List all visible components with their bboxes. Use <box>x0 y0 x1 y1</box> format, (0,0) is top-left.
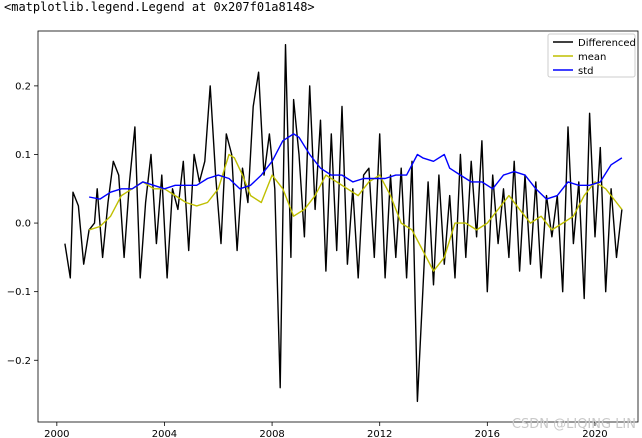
legend-box <box>547 33 636 78</box>
x-tick-label: 2012 <box>367 429 392 438</box>
legend: Differenced mean std <box>547 33 636 78</box>
series-line-std <box>88 133 623 200</box>
x-axis: 2000 2004 2008 2012 2016 2020 <box>44 422 608 438</box>
output-repr-text: <matplotlib.legend.Legend at 0x207f01a81… <box>4 0 315 14</box>
x-tick-label: 2004 <box>152 429 177 438</box>
y-tick-label: 0.2 <box>15 81 31 92</box>
y-tick-label: −0.1 <box>7 287 31 298</box>
series-layer <box>64 44 623 403</box>
y-tick-label: 0.0 <box>15 219 31 230</box>
plot-area-frame <box>37 30 639 423</box>
series-line-mean <box>88 153 623 272</box>
y-tick-label: −0.2 <box>7 356 31 367</box>
x-tick-label: 2020 <box>582 429 607 438</box>
y-tick-label: 0.1 <box>15 150 31 161</box>
watermark-text: CSDN @LIQING LIN <box>511 417 636 432</box>
legend-label-std: std <box>578 66 593 77</box>
series-line-differenced <box>64 44 623 403</box>
x-tick-label: 2016 <box>475 429 500 438</box>
legend-label-mean: mean <box>578 52 606 63</box>
x-tick-label: 2000 <box>44 429 69 438</box>
legend-label-differenced: Differenced <box>578 38 636 49</box>
y-axis: 0.2 0.1 0.0 −0.1 −0.2 <box>7 81 38 367</box>
x-tick-label: 2008 <box>259 429 284 438</box>
